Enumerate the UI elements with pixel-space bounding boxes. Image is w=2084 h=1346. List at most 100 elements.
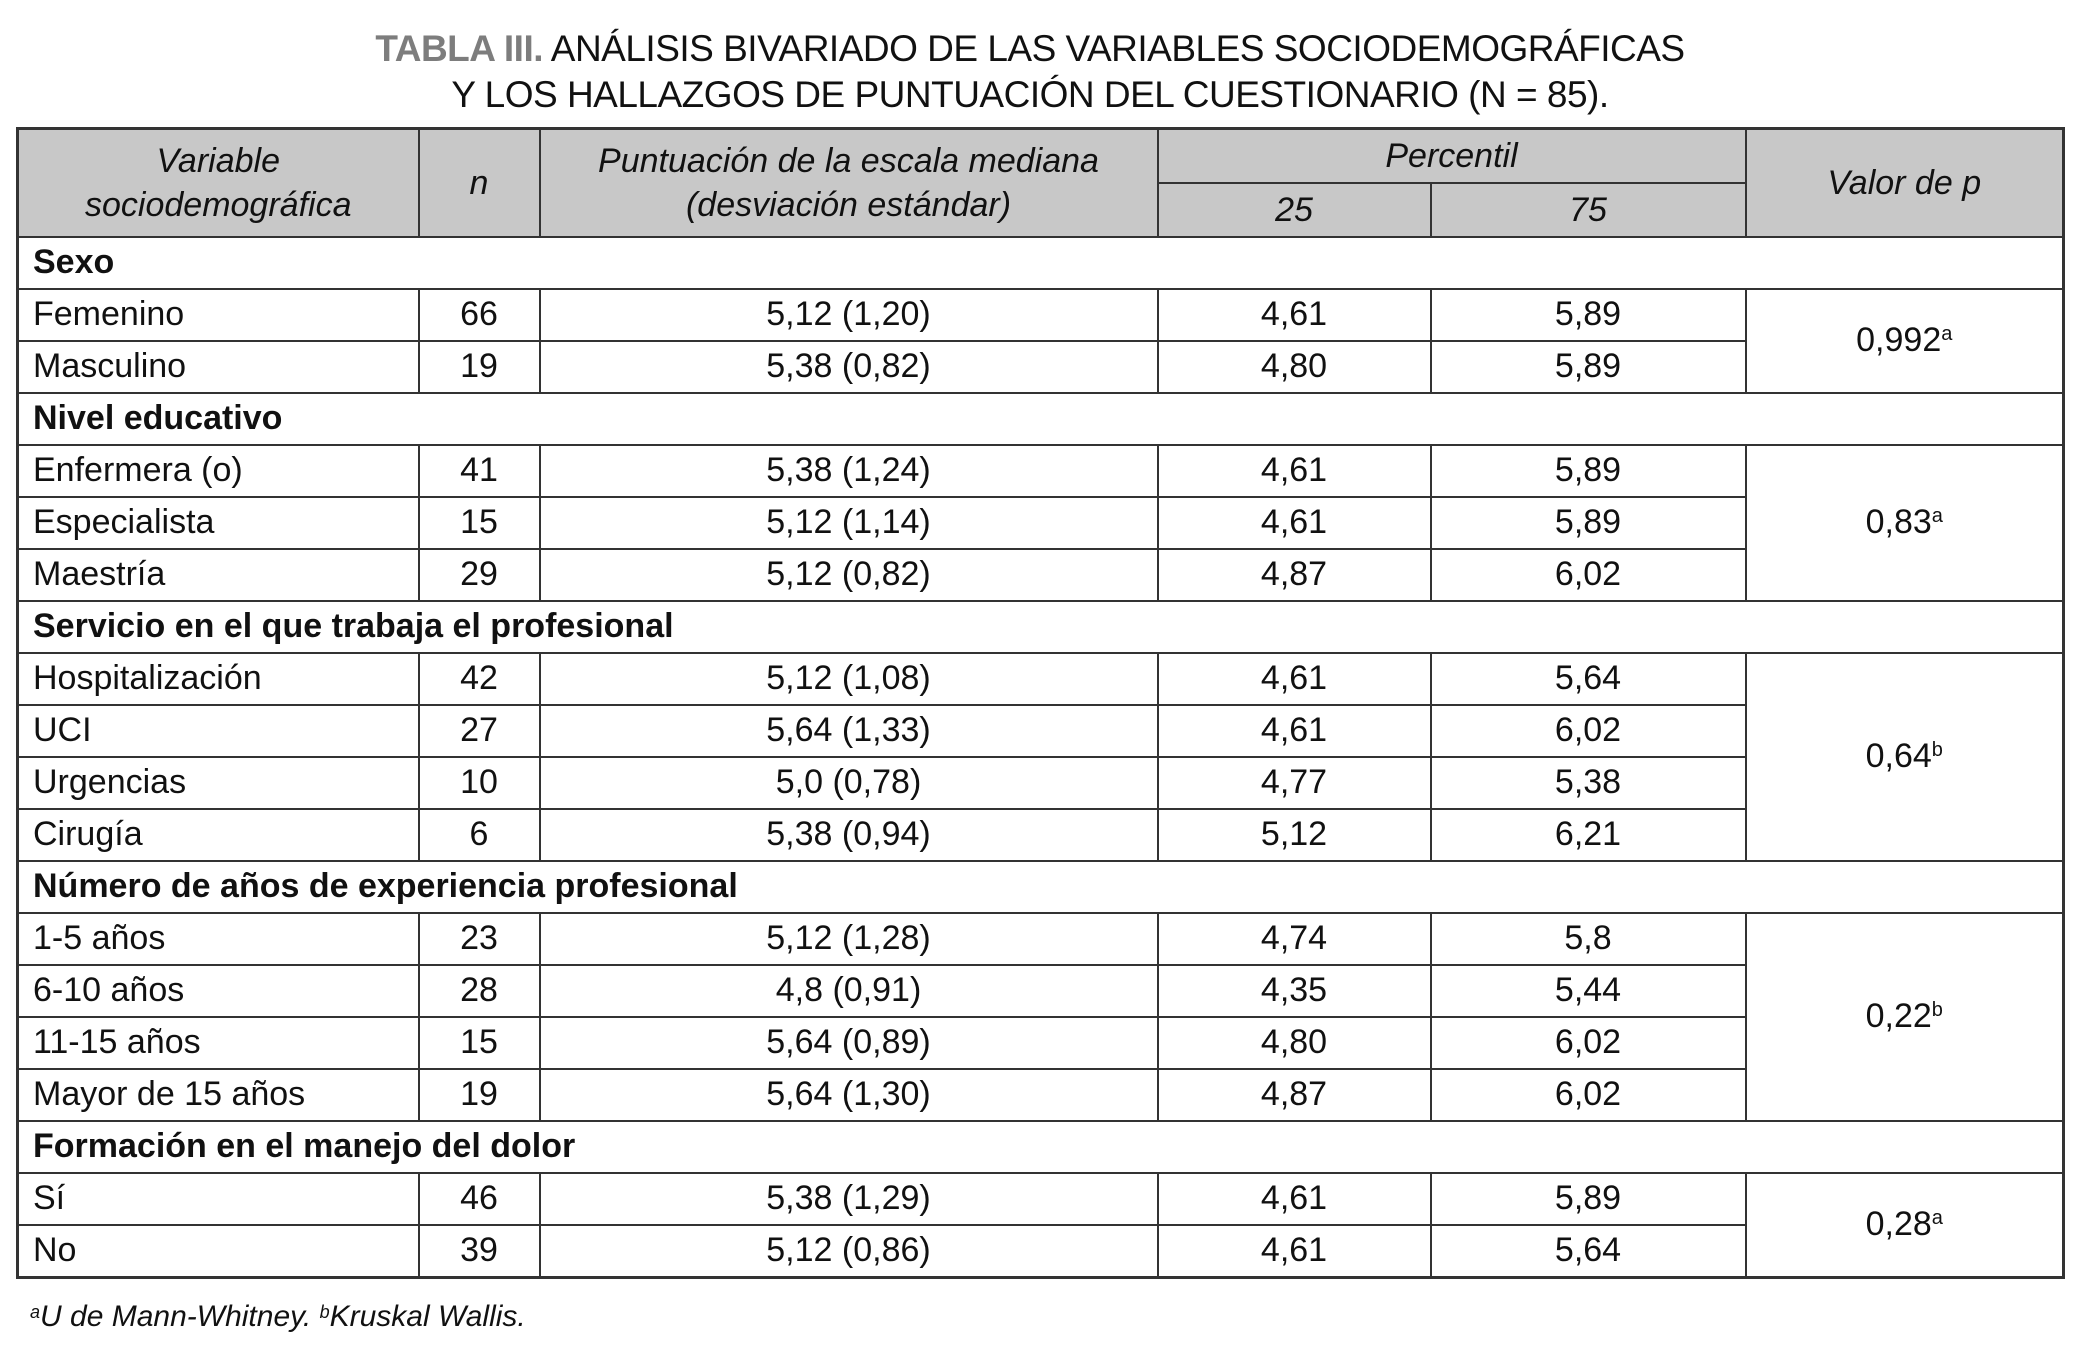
variable-cell: Enfermera (o) xyxy=(16,443,420,498)
p75-cell: 6,02 xyxy=(1429,703,1747,758)
table-row: Urgencias 10 5,0 (0,78) 4,77 5,38 xyxy=(16,755,2064,810)
p25-cell: 4,80 xyxy=(1156,339,1432,394)
variable-cell: Cirugía xyxy=(16,807,420,862)
p75-cell: 5,8 xyxy=(1429,911,1747,966)
p25-cell: 4,61 xyxy=(1156,443,1432,498)
score-cell: 5,12 (1,20) xyxy=(538,287,1159,342)
footnote-a-marker: a xyxy=(30,1302,41,1322)
p25-cell: 4,80 xyxy=(1156,1015,1432,1070)
pvalue-test-marker: a xyxy=(1931,1207,1943,1229)
table-row: Mayor de 15 años 19 5,64 (1,30) 4,87 6,02 xyxy=(16,1067,2064,1122)
score-cell: 5,38 (0,82) xyxy=(538,339,1159,394)
table-row: 1-5 años 23 5,12 (1,28) 4,74 5,8 0,22b xyxy=(16,911,2065,1122)
p75-cell: 5,44 xyxy=(1429,963,1747,1018)
variable-cell: Hospitalización xyxy=(16,651,420,706)
title-line-1: ANÁLISIS BIVARIADO DE LAS VARIABLES SOCI… xyxy=(550,28,1685,69)
n-cell: 46 xyxy=(417,1171,541,1226)
p25-cell: 4,61 xyxy=(1156,1223,1432,1278)
n-cell: 41 xyxy=(417,443,541,498)
section-row: Nivel educativo xyxy=(16,391,2065,446)
results-table: Variable sociodemográfica n Puntuación d… xyxy=(16,127,2065,1279)
n-cell: 19 xyxy=(417,339,541,394)
section-title: Sexo xyxy=(16,235,2065,290)
footnote-a: U de Mann-Whitney. xyxy=(40,1300,312,1333)
variable-cell: 11-15 años xyxy=(16,1015,420,1070)
score-cell: 5,64 (1,30) xyxy=(538,1067,1159,1122)
score-cell: 5,38 (0,94) xyxy=(538,807,1159,862)
variable-cell: Femenino xyxy=(16,287,420,342)
n-cell: 28 xyxy=(417,963,541,1018)
table-row: 6-10 años 28 4,8 (0,91) 4,35 5,44 xyxy=(16,963,2064,1018)
p25-cell: 4,87 xyxy=(1156,1067,1432,1122)
pvalue-cell: 0,992a xyxy=(1744,287,2065,394)
table-row: Especialista 15 5,12 (1,14) 4,61 5,89 xyxy=(16,495,2064,550)
pvalue-test-marker: a xyxy=(1931,505,1943,527)
section-row: Formación en el manejo del dolor xyxy=(16,1119,2065,1174)
variable-cell: UCI xyxy=(16,703,420,758)
score-cell: 5,64 (1,33) xyxy=(538,703,1159,758)
p75-cell: 5,89 xyxy=(1429,495,1747,550)
n-cell: 27 xyxy=(417,703,541,758)
p75-cell: 5,89 xyxy=(1429,1171,1747,1226)
p25-cell: 4,77 xyxy=(1156,755,1432,810)
table-row: Hospitalización 42 5,12 (1,08) 4,61 5,64 0,64… xyxy=(16,651,2065,862)
score-cell: 5,38 (1,29) xyxy=(538,1171,1159,1226)
pvalue-cell: 0,28a xyxy=(1744,1171,2065,1278)
table-row: Enfermera (o) 41 5,38 (1,24) 4,61 5,89 0,83a xyxy=(16,443,2065,602)
footnote-b-marker: b xyxy=(319,1302,330,1322)
pvalue-test-marker: a xyxy=(1941,323,1953,345)
table-row: Maestría 29 5,12 (0,82) 4,87 6,02 xyxy=(16,547,2064,602)
variable-cell: Urgencias xyxy=(16,755,420,810)
n-cell: 6 xyxy=(417,807,541,862)
p75-cell: 5,64 xyxy=(1429,651,1747,706)
pvalue-test-marker: b xyxy=(1931,739,1943,761)
p75-cell: 5,89 xyxy=(1429,443,1747,498)
variable-cell: Sí xyxy=(16,1171,420,1226)
footnote-b: Kruskal Wallis. xyxy=(329,1300,526,1333)
header-variable: Variable sociodemográfica xyxy=(16,127,420,238)
p25-cell: 4,61 xyxy=(1156,703,1432,758)
section-title: Número de años de experiencia profesiona… xyxy=(16,859,2065,914)
header-n: n xyxy=(417,127,541,238)
p75-cell: 5,38 xyxy=(1429,755,1747,810)
pvalue: 0,64 xyxy=(1865,737,1932,775)
score-cell: 5,12 (1,28) xyxy=(538,911,1159,966)
pvalue: 0,22 xyxy=(1865,997,1932,1035)
header-p25: 25 xyxy=(1156,181,1432,238)
p75-cell: 6,02 xyxy=(1429,547,1747,602)
table-row: Masculino 19 5,38 (0,82) 4,80 5,89 xyxy=(16,339,2064,394)
section-title: Nivel educativo xyxy=(16,391,2065,446)
p25-cell: 4,61 xyxy=(1156,495,1432,550)
section-row: Sexo xyxy=(16,235,2065,290)
header-p75: 75 xyxy=(1429,181,1747,238)
score-cell: 5,64 (0,89) xyxy=(538,1015,1159,1070)
score-cell: 5,12 (1,14) xyxy=(538,495,1159,550)
section-row: Número de años de experiencia profesiona… xyxy=(16,859,2065,914)
table-label: TABLA III. xyxy=(375,28,544,69)
score-cell: 5,0 (0,78) xyxy=(538,755,1159,810)
score-cell: 5,38 (1,24) xyxy=(538,443,1159,498)
p75-cell: 5,89 xyxy=(1429,339,1747,394)
n-cell: 15 xyxy=(417,495,541,550)
table-row: 11-15 años 15 5,64 (0,89) 4,80 6,02 xyxy=(16,1015,2064,1070)
p25-cell: 5,12 xyxy=(1156,807,1432,862)
variable-cell: No xyxy=(16,1223,420,1278)
pvalue: 0,992 xyxy=(1856,321,1942,359)
section-row: Servicio en el que trabaja el profesiona… xyxy=(16,599,2065,654)
pvalue: 0,28 xyxy=(1865,1205,1932,1243)
footnote: aU de Mann-Whitney. bKruskal Wallis. xyxy=(30,1300,526,1334)
header-percentile: Percentil xyxy=(1156,127,1747,184)
p25-cell: 4,87 xyxy=(1156,547,1432,602)
title-line-2: Y LOS HALLAZGOS DE PUNTUACIÓN DEL CUESTI… xyxy=(451,74,1609,115)
header-pvalue: Valor de p xyxy=(1744,127,2065,238)
table-row: Cirugía 6 5,38 (0,94) 5,12 6,21 xyxy=(16,807,2064,862)
section-title: Formación en el manejo del dolor xyxy=(16,1119,2065,1174)
score-cell: 5,12 (0,82) xyxy=(538,547,1159,602)
variable-cell: 1-5 años xyxy=(16,911,420,966)
n-cell: 10 xyxy=(417,755,541,810)
table-row: Femenino 66 5,12 (1,20) 4,61 5,89 0,992a xyxy=(16,287,2065,394)
score-cell: 5,12 (1,08) xyxy=(538,651,1159,706)
p75-cell: 5,89 xyxy=(1429,287,1747,342)
n-cell: 15 xyxy=(417,1015,541,1070)
n-cell: 39 xyxy=(417,1223,541,1278)
